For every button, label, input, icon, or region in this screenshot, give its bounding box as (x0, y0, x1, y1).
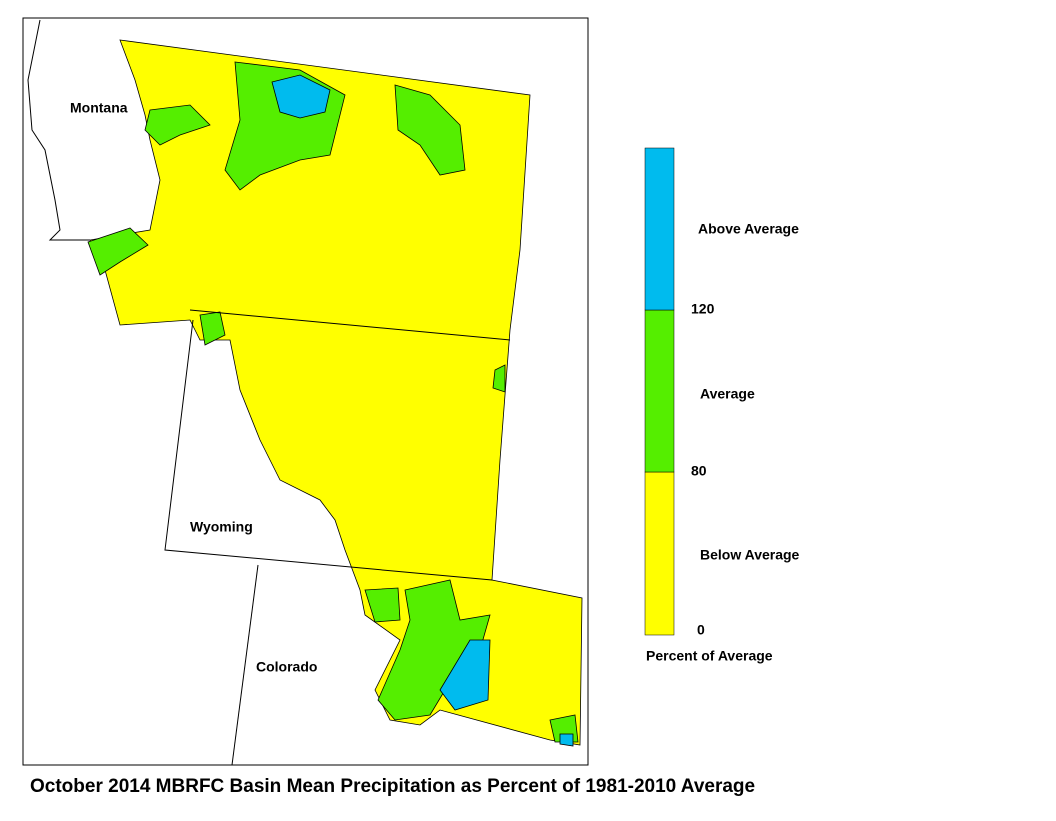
title: October 2014 MBRFC Basin Mean Precipitat… (30, 776, 755, 797)
basin (144, 104, 211, 146)
legend-swatch (644, 471, 675, 636)
basin (439, 639, 491, 711)
legend-tick-label: 80 (691, 463, 707, 479)
basin (271, 74, 331, 119)
legend-label: Below Average (700, 547, 800, 563)
basin (394, 84, 466, 176)
basins-average (87, 61, 579, 743)
basin (87, 227, 149, 276)
state-label: Colorado (256, 659, 317, 675)
state-label: Wyoming (190, 519, 253, 535)
legend-label: Above Average (698, 221, 799, 237)
state-border (189, 309, 511, 341)
legend-tick-label: 120 (691, 301, 715, 317)
map: Montana Wyoming Colorado (22, 17, 589, 766)
legend-title: Percent of Average (646, 648, 773, 664)
legend: Percent of Average Below Average Average A… (644, 147, 800, 664)
state-border (164, 319, 493, 581)
basin (492, 364, 506, 393)
basin (377, 579, 491, 721)
basins-above (271, 74, 574, 747)
legend-swatch (644, 309, 675, 473)
state-border (27, 19, 90, 241)
basin (559, 733, 574, 747)
legend-tick-label: 0 (697, 622, 705, 638)
state-border (231, 564, 259, 766)
legend-swatch (644, 147, 675, 311)
legend-label: Average (700, 386, 755, 402)
basin (199, 311, 226, 346)
basin (364, 587, 401, 623)
state-label: Montana (70, 100, 128, 116)
